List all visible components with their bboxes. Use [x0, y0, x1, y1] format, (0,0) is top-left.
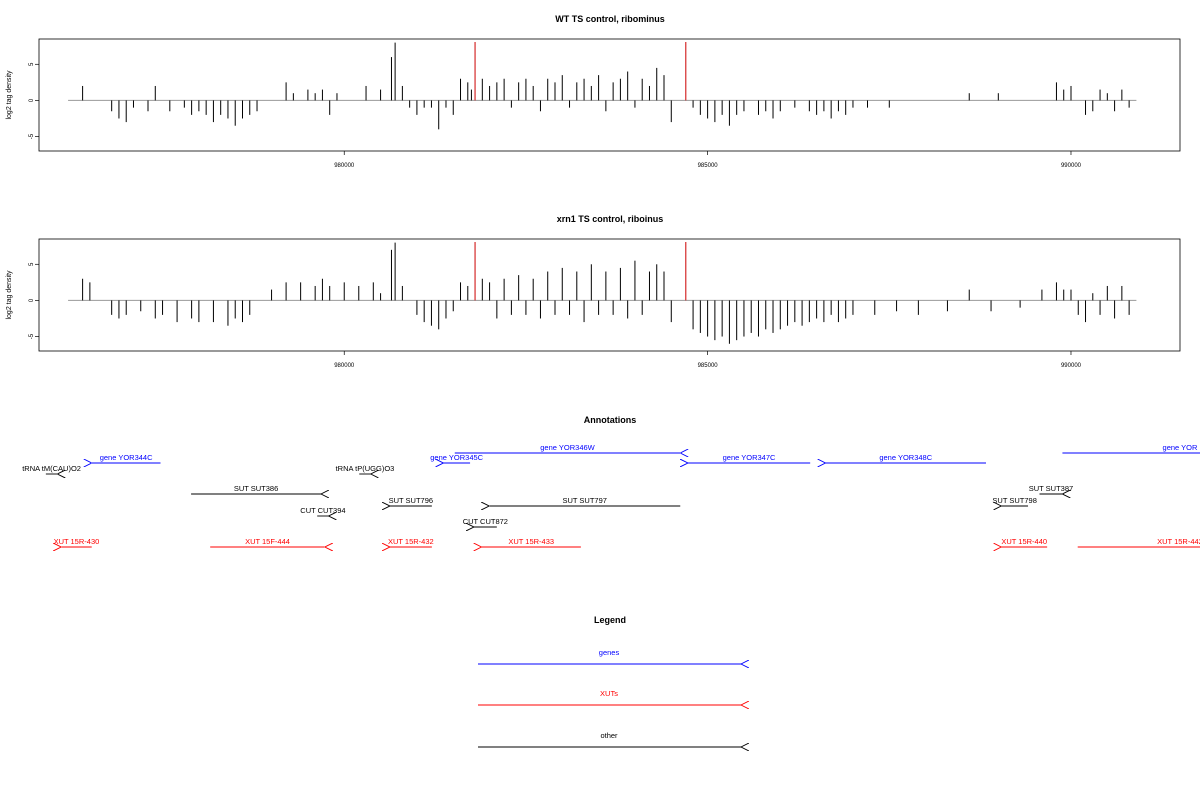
- feature: XUT 15F-444: [210, 537, 325, 547]
- legend-item: XUTs: [478, 689, 741, 705]
- feature-label: gene YOR347C: [723, 453, 776, 462]
- feature: CUT CUT872: [463, 517, 508, 527]
- feature: SUT SUT386: [191, 484, 321, 494]
- x-tick-label: 980000: [334, 363, 355, 369]
- feature-label: SUT SUT797: [562, 496, 606, 505]
- feature-label: gene YOR: [1163, 443, 1198, 452]
- feature: gene YOR344C: [92, 453, 161, 463]
- plot-frame: [38, 238, 1181, 352]
- y-tick-label: -5: [29, 133, 35, 139]
- legend: Legend genes XUTs other: [478, 615, 741, 747]
- y-axis: -5 0 5: [29, 262, 39, 339]
- legend-item: genes: [478, 648, 741, 664]
- feature: gene YOR346W: [454, 443, 680, 453]
- feature: XUT 15R-433: [482, 537, 581, 547]
- x-tick-label: 990000: [1061, 163, 1082, 169]
- feature-label: SUT SUT798: [992, 496, 1036, 505]
- x-tick-label: 985000: [698, 163, 719, 169]
- legend-item: other: [478, 731, 741, 747]
- feature-label: CUT CUT872: [463, 517, 508, 526]
- bar-series: [68, 242, 1137, 344]
- annotations-panel: Annotations gene YOR344C gene YOR345Cgene…: [22, 415, 1200, 547]
- feature: XUT 15R-442: [1077, 537, 1200, 548]
- feature-label: gene YOR345C: [430, 453, 483, 462]
- feature: XUT 15R-432: [388, 537, 434, 547]
- feature-label: XUT 15R-430: [54, 537, 100, 546]
- y-tick-label: 5: [29, 62, 35, 66]
- feature: tRNA tM(CAU)O2: [22, 464, 81, 474]
- legend-label: genes: [599, 648, 620, 657]
- feature-label: XUT 15R-442: [1157, 537, 1200, 546]
- feature-label: SUT SUT796: [389, 496, 433, 505]
- feature: gene YOR345C: [430, 453, 484, 463]
- track-xrn1: xrn1 TS control, riboinus log2 tag densi…: [6, 214, 1181, 369]
- feature: SUT SUT797: [489, 496, 681, 506]
- feature-label: gene YOR348C: [879, 453, 932, 462]
- feature-label: SUT SUT386: [234, 484, 278, 493]
- plot-frame: [38, 38, 1181, 152]
- feature-label: tRNA tM(CAU)O2: [22, 464, 81, 473]
- feature-label: XUT 15F-444: [245, 537, 290, 546]
- y-axis-label: log2 tag density: [6, 70, 13, 120]
- x-tick-label: 990000: [1061, 363, 1082, 369]
- feature: gene YOR: [1062, 443, 1200, 454]
- feature-list: gene YOR344C gene YOR345C gene YOR346W gene…: [22, 443, 1200, 547]
- feature: gene YOR347C: [688, 453, 811, 463]
- legend-title: Legend: [594, 615, 626, 625]
- y-axis-label: log2 tag density: [6, 270, 13, 320]
- feature: SUT SUT798: [992, 496, 1037, 506]
- legend-items: genes XUTs other: [478, 648, 741, 747]
- legend-label: other: [600, 731, 618, 740]
- feature-label: gene YOR346W: [540, 443, 595, 452]
- x-tick-label: 985000: [698, 363, 719, 369]
- feature: gene YOR348C: [825, 453, 986, 463]
- feature: CUT CUT394: [300, 506, 346, 516]
- feature-label: CUT CUT394: [300, 506, 345, 515]
- bar-series: [68, 42, 1137, 130]
- x-axis: 980000 985000 990000: [334, 151, 1082, 169]
- y-tick-label: 5: [29, 262, 35, 266]
- y-tick-label: -5: [29, 333, 35, 339]
- feature: SUT SUT796: [389, 496, 433, 506]
- track-title: WT TS control, ribominus: [555, 14, 665, 24]
- feature: XUT 15R-430: [54, 537, 100, 547]
- y-tick-label: 0: [29, 298, 35, 302]
- x-tick-label: 980000: [334, 163, 355, 169]
- track-wt: WT TS control, ribominus log2 tag densit…: [6, 14, 1181, 169]
- y-tick-label: 0: [29, 98, 35, 102]
- track-title: xrn1 TS control, riboinus: [557, 214, 664, 224]
- legend-label: XUTs: [600, 689, 618, 698]
- feature: tRNA tP(UGG)O3: [336, 464, 395, 474]
- feature-label: SUT SUT387: [1029, 484, 1073, 493]
- feature-label: XUT 15R-433: [508, 537, 554, 546]
- feature-label: tRNA tP(UGG)O3: [336, 464, 395, 473]
- feature: SUT SUT387: [1029, 484, 1073, 494]
- feature: XUT 15R-440: [1001, 537, 1048, 547]
- annotations-title: Annotations: [584, 415, 637, 425]
- x-axis: 980000 985000 990000: [334, 351, 1082, 369]
- feature-label: XUT 15R-432: [388, 537, 434, 546]
- y-axis: -5 0 5: [29, 62, 39, 139]
- feature-label: XUT 15R-440: [1001, 537, 1047, 546]
- feature-label: gene YOR344C: [100, 453, 153, 462]
